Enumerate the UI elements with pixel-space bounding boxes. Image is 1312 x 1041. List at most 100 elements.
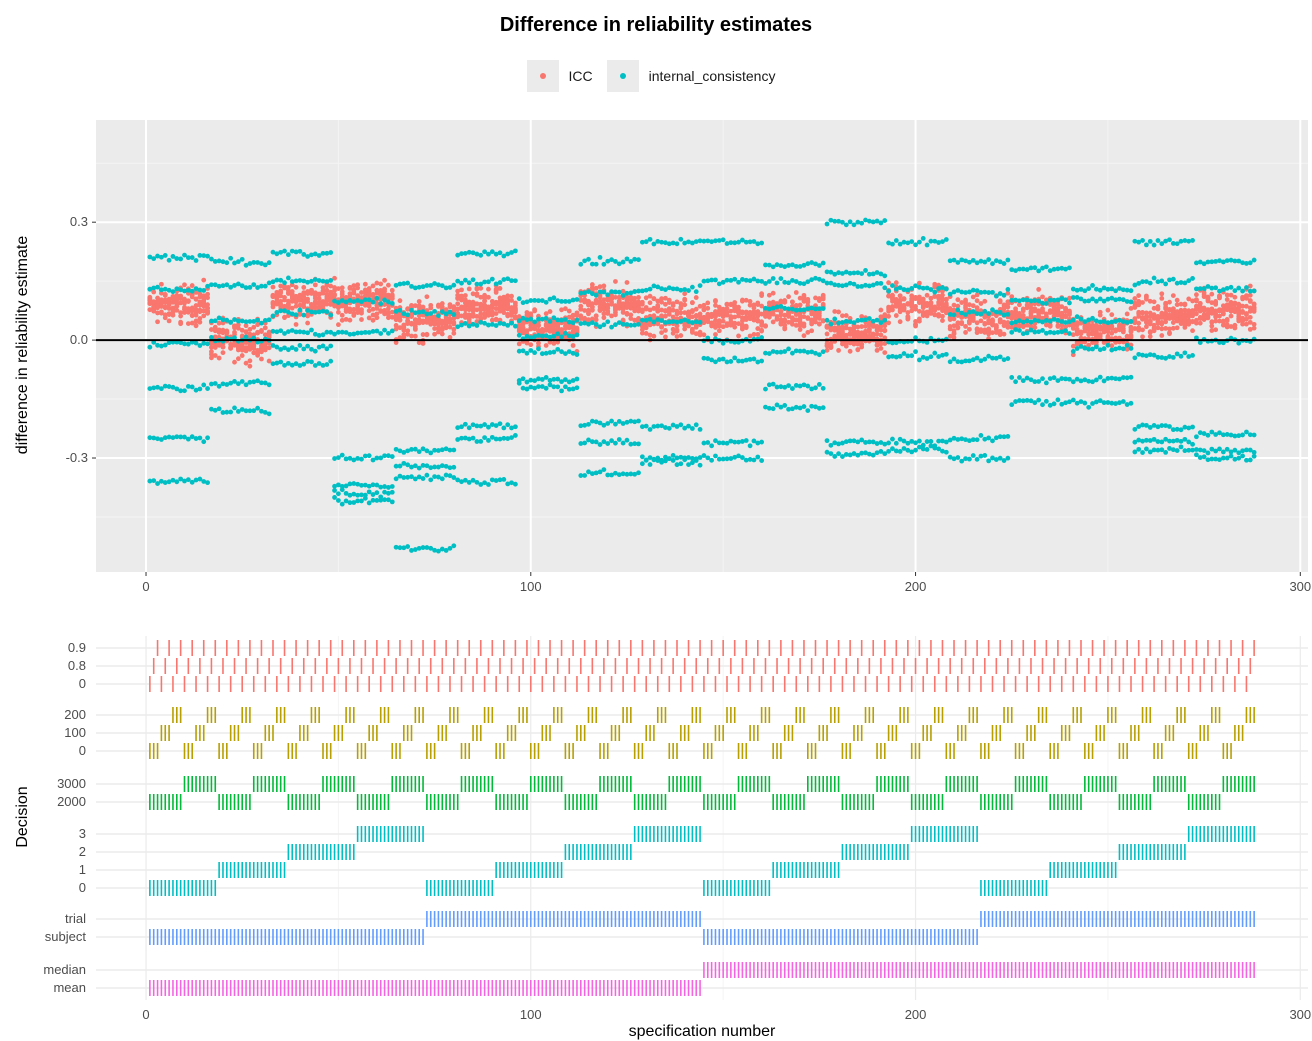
internal-consistency-point bbox=[1159, 423, 1165, 428]
icc-point bbox=[509, 312, 514, 318]
internal-consistency-point bbox=[209, 282, 214, 288]
icc-point bbox=[720, 318, 726, 324]
icc-point bbox=[470, 313, 476, 319]
icc-point bbox=[1024, 302, 1030, 308]
icc-point bbox=[613, 312, 618, 318]
icc-point bbox=[890, 304, 895, 309]
icc-point bbox=[670, 330, 676, 336]
internal-consistency-point bbox=[893, 354, 899, 360]
icc-point bbox=[882, 327, 888, 333]
internal-consistency-point bbox=[886, 240, 892, 246]
internal-consistency-point bbox=[1063, 320, 1068, 325]
internal-consistency-point bbox=[201, 288, 207, 293]
internal-consistency-point bbox=[1040, 300, 1045, 306]
icc-point bbox=[1201, 317, 1207, 322]
internal-consistency-point bbox=[905, 447, 911, 453]
internal-consistency-point bbox=[305, 359, 311, 364]
internal-consistency-point bbox=[720, 279, 726, 285]
internal-consistency-point bbox=[1213, 456, 1219, 462]
internal-consistency-point bbox=[878, 271, 884, 277]
internal-consistency-point bbox=[374, 328, 380, 334]
internal-consistency-point bbox=[1140, 238, 1145, 243]
internal-consistency-point bbox=[820, 278, 826, 284]
internal-consistency-point bbox=[505, 276, 511, 282]
internal-consistency-point bbox=[809, 349, 815, 355]
icc-point bbox=[1101, 324, 1107, 330]
icc-point bbox=[239, 353, 245, 358]
internal-consistency-point bbox=[486, 322, 491, 328]
icc-point bbox=[566, 314, 572, 320]
icc-point bbox=[974, 298, 980, 304]
icc-point bbox=[693, 306, 699, 312]
internal-consistency-point bbox=[451, 475, 457, 480]
icc-point bbox=[305, 299, 311, 304]
internal-consistency-point bbox=[1240, 448, 1245, 454]
icc-point bbox=[174, 293, 180, 298]
internal-consistency-point bbox=[893, 286, 899, 292]
icc-point bbox=[432, 331, 437, 337]
internal-consistency-point bbox=[1147, 238, 1153, 244]
internal-consistency-point bbox=[1109, 286, 1115, 292]
internal-consistency-point bbox=[528, 384, 534, 390]
icc-point bbox=[1105, 307, 1111, 313]
icc-point bbox=[659, 324, 664, 329]
icc-point bbox=[905, 301, 911, 307]
icc-point bbox=[786, 310, 791, 316]
decision-level-label: 0.8 bbox=[68, 658, 86, 673]
icc-point bbox=[786, 294, 791, 300]
internal-consistency-point bbox=[678, 318, 684, 324]
icc-point bbox=[251, 342, 257, 348]
internal-consistency-point bbox=[159, 254, 164, 260]
internal-consistency-point bbox=[843, 222, 849, 228]
icc-point bbox=[282, 315, 287, 321]
icc-point bbox=[1197, 304, 1203, 310]
x-tick-label: 100 bbox=[520, 579, 542, 594]
internal-consistency-point bbox=[547, 296, 553, 302]
icc-point bbox=[774, 316, 780, 322]
internal-consistency-point bbox=[1090, 315, 1095, 321]
icc-point bbox=[1186, 310, 1192, 316]
icc-point bbox=[713, 303, 718, 308]
internal-consistency-point bbox=[1059, 401, 1065, 407]
icc-point bbox=[1009, 309, 1015, 315]
internal-consistency-point bbox=[763, 262, 768, 268]
internal-consistency-point bbox=[716, 456, 722, 462]
internal-consistency-point bbox=[616, 261, 622, 267]
internal-consistency-point bbox=[1067, 300, 1072, 306]
internal-consistency-point bbox=[547, 319, 553, 324]
internal-consistency-point bbox=[197, 386, 203, 392]
icc-point bbox=[289, 289, 295, 294]
internal-consistency-point bbox=[970, 357, 976, 363]
icc-point bbox=[366, 286, 372, 291]
internal-consistency-point bbox=[809, 386, 815, 392]
internal-consistency-point bbox=[924, 242, 930, 248]
internal-consistency-point bbox=[455, 324, 461, 330]
icc-point bbox=[436, 304, 441, 309]
internal-consistency-point bbox=[320, 278, 326, 284]
icc-point bbox=[1251, 321, 1257, 327]
internal-consistency-point bbox=[755, 278, 761, 284]
internal-consistency-point bbox=[370, 492, 376, 497]
internal-consistency-point bbox=[389, 328, 395, 334]
internal-consistency-point bbox=[285, 360, 291, 366]
internal-consistency-point bbox=[235, 281, 241, 287]
internal-consistency-point bbox=[782, 279, 788, 285]
y-tick-label: 0.3 bbox=[70, 214, 88, 229]
internal-consistency-point bbox=[555, 376, 561, 382]
internal-consistency-point bbox=[497, 280, 503, 285]
internal-consistency-point bbox=[1197, 447, 1203, 453]
internal-consistency-point bbox=[982, 289, 988, 295]
icc-point bbox=[216, 355, 222, 361]
internal-consistency-point bbox=[759, 335, 765, 340]
internal-consistency-point bbox=[482, 320, 488, 326]
icc-point bbox=[655, 321, 661, 327]
icc-point bbox=[1082, 328, 1088, 334]
internal-consistency-point bbox=[393, 309, 399, 314]
internal-consistency-point bbox=[936, 438, 942, 444]
icc-point bbox=[932, 304, 938, 310]
icc-point bbox=[1147, 310, 1153, 316]
icc-point bbox=[913, 306, 918, 312]
internal-consistency-point bbox=[524, 350, 530, 356]
internal-consistency-point bbox=[924, 447, 930, 452]
internal-consistency-point bbox=[655, 284, 661, 290]
